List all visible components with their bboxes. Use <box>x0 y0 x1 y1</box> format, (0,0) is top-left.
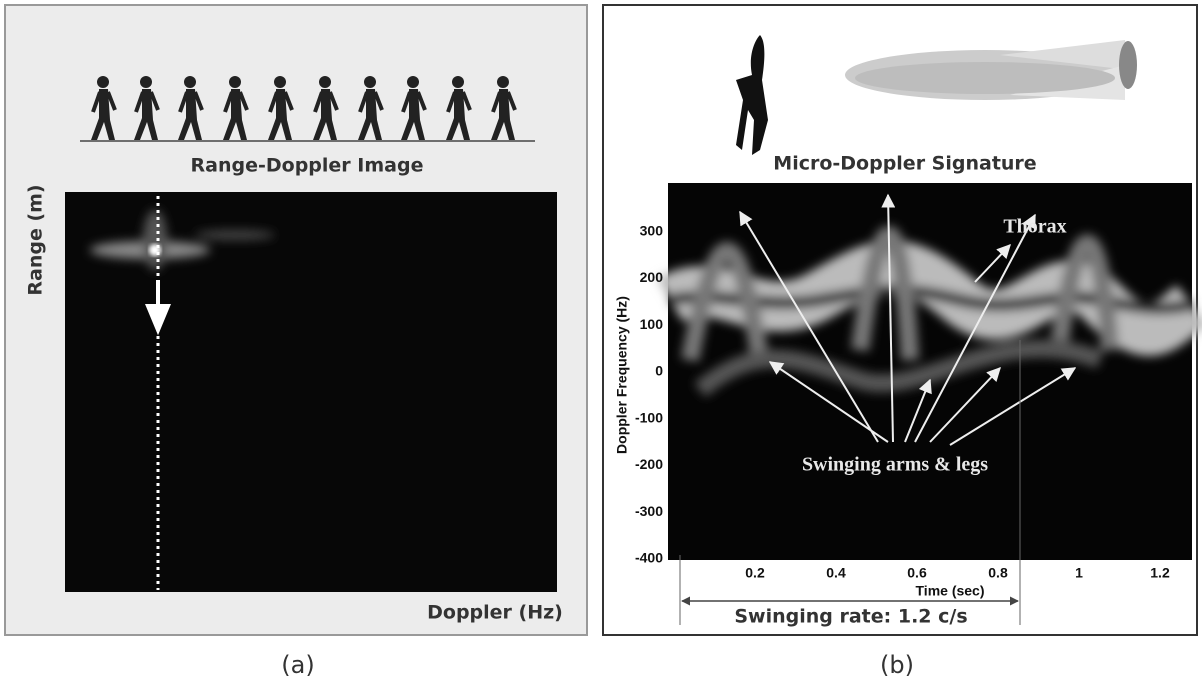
y-tick-label: 100 <box>640 316 664 332</box>
panel-a-title: Range-Doppler Image <box>191 155 424 177</box>
y-tick-label: -200 <box>635 456 663 472</box>
figure: Range-Doppler Image Range (m) Doppler (H… <box>0 0 1202 687</box>
y-tick-label: 200 <box>640 269 664 285</box>
caption-b: (b) <box>880 651 914 679</box>
caption-a: (a) <box>281 651 314 679</box>
y-label: Doppler Frequency (Hz) <box>614 296 630 454</box>
x-tick-label: 1 <box>1075 565 1083 581</box>
y-tick-label: -100 <box>635 409 663 425</box>
x-label: Doppler (Hz) <box>427 602 563 624</box>
y-label: Range (m) <box>25 184 47 295</box>
annotation-limbs: Swinging arms & legs <box>802 454 988 476</box>
x-tick-label: 0.6 <box>907 565 927 581</box>
x-tick-label: 1.2 <box>1150 565 1170 581</box>
y-tick-label: -300 <box>635 503 663 519</box>
y-tick-label: -400 <box>635 550 663 566</box>
y-tick-label: 0 <box>655 363 663 379</box>
panel-b-title: Micro-Doppler Signature <box>773 153 1036 175</box>
annotation-rate: Swinging rate: 1.2 c/s <box>734 606 967 628</box>
x-tick-label: 0.8 <box>988 565 1008 581</box>
annotation-thorax: Thorax <box>1003 216 1066 238</box>
y-tick-label: 300 <box>640 222 664 238</box>
x-tick-label: 0.2 <box>745 565 765 581</box>
x-label: Time (sec) <box>916 583 985 599</box>
x-tick-label: 0.4 <box>826 565 846 581</box>
